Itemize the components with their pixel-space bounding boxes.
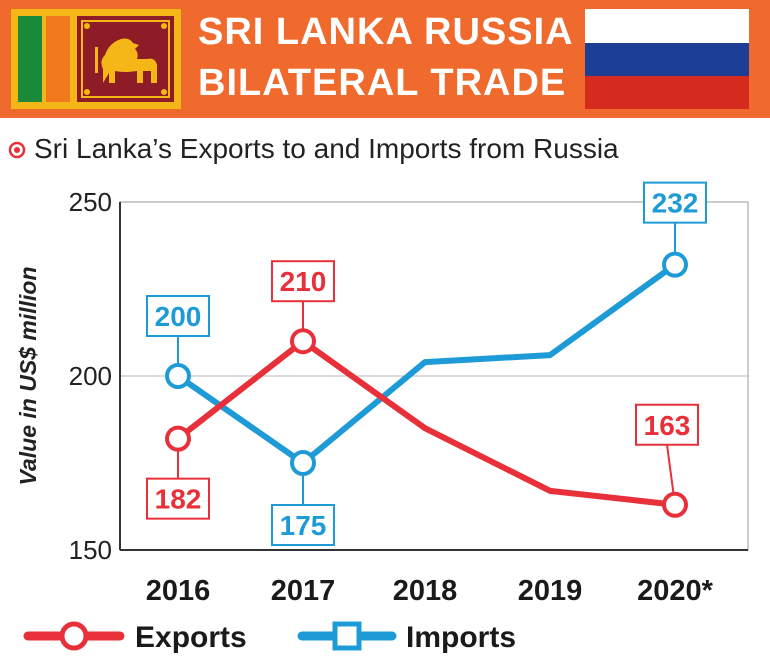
data-point-imports bbox=[662, 251, 688, 278]
data-label: 200 bbox=[155, 301, 202, 332]
russia-flag-icon bbox=[585, 9, 749, 109]
callout-box bbox=[271, 504, 335, 546]
data-point-imports bbox=[290, 450, 316, 476]
data-label: 210 bbox=[280, 266, 327, 297]
y-tick-label: 250 bbox=[69, 187, 112, 217]
y-axis-label: Value in US$ million bbox=[15, 267, 41, 486]
target-bullet-icon bbox=[8, 141, 26, 159]
callout-box bbox=[146, 295, 210, 337]
legend-imports-label: Imports bbox=[406, 621, 516, 654]
header-banner: SRI LANKA RUSSIA BILATERAL TRADE bbox=[0, 0, 770, 118]
title-line-2: BILATERAL TRADE bbox=[198, 62, 567, 104]
x-tick-label: 2020* bbox=[637, 575, 714, 607]
data-label: 232 bbox=[652, 188, 699, 219]
series-line-exports bbox=[175, 338, 678, 508]
callout-box bbox=[271, 260, 335, 303]
sri-lanka-flag-icon bbox=[11, 9, 181, 109]
data-point-imports bbox=[165, 363, 191, 389]
data-label: 182 bbox=[155, 484, 202, 515]
title-line-1: SRI LANKA RUSSIA bbox=[198, 11, 574, 53]
x-tick-label: 2017 bbox=[271, 575, 336, 607]
legend-exports-label: Exports bbox=[135, 621, 247, 654]
callout-box bbox=[643, 181, 707, 224]
callout-box bbox=[146, 477, 210, 520]
series-line-imports bbox=[175, 261, 678, 466]
data-point-exports bbox=[290, 328, 316, 355]
legend-exports-marker bbox=[59, 621, 89, 651]
x-tick-label: 2016 bbox=[146, 575, 211, 607]
x-tick-label: 2018 bbox=[393, 575, 458, 607]
data-label: 163 bbox=[644, 410, 691, 441]
line-chart: 150 200 250 Value in US$ million 2016 2017 201… bbox=[15, 181, 749, 654]
callout-box bbox=[635, 403, 699, 446]
data-label: 175 bbox=[280, 510, 327, 541]
data-point-exports bbox=[662, 491, 688, 518]
y-tick-label: 200 bbox=[69, 361, 112, 391]
data-point-exports bbox=[165, 425, 191, 452]
x-tick-label: 2019 bbox=[518, 575, 583, 607]
y-tick-label: 150 bbox=[69, 535, 112, 565]
legend-imports-marker bbox=[332, 621, 362, 651]
subtitle-text: Sri Lanka’s Exports to and Imports from … bbox=[34, 133, 619, 164]
